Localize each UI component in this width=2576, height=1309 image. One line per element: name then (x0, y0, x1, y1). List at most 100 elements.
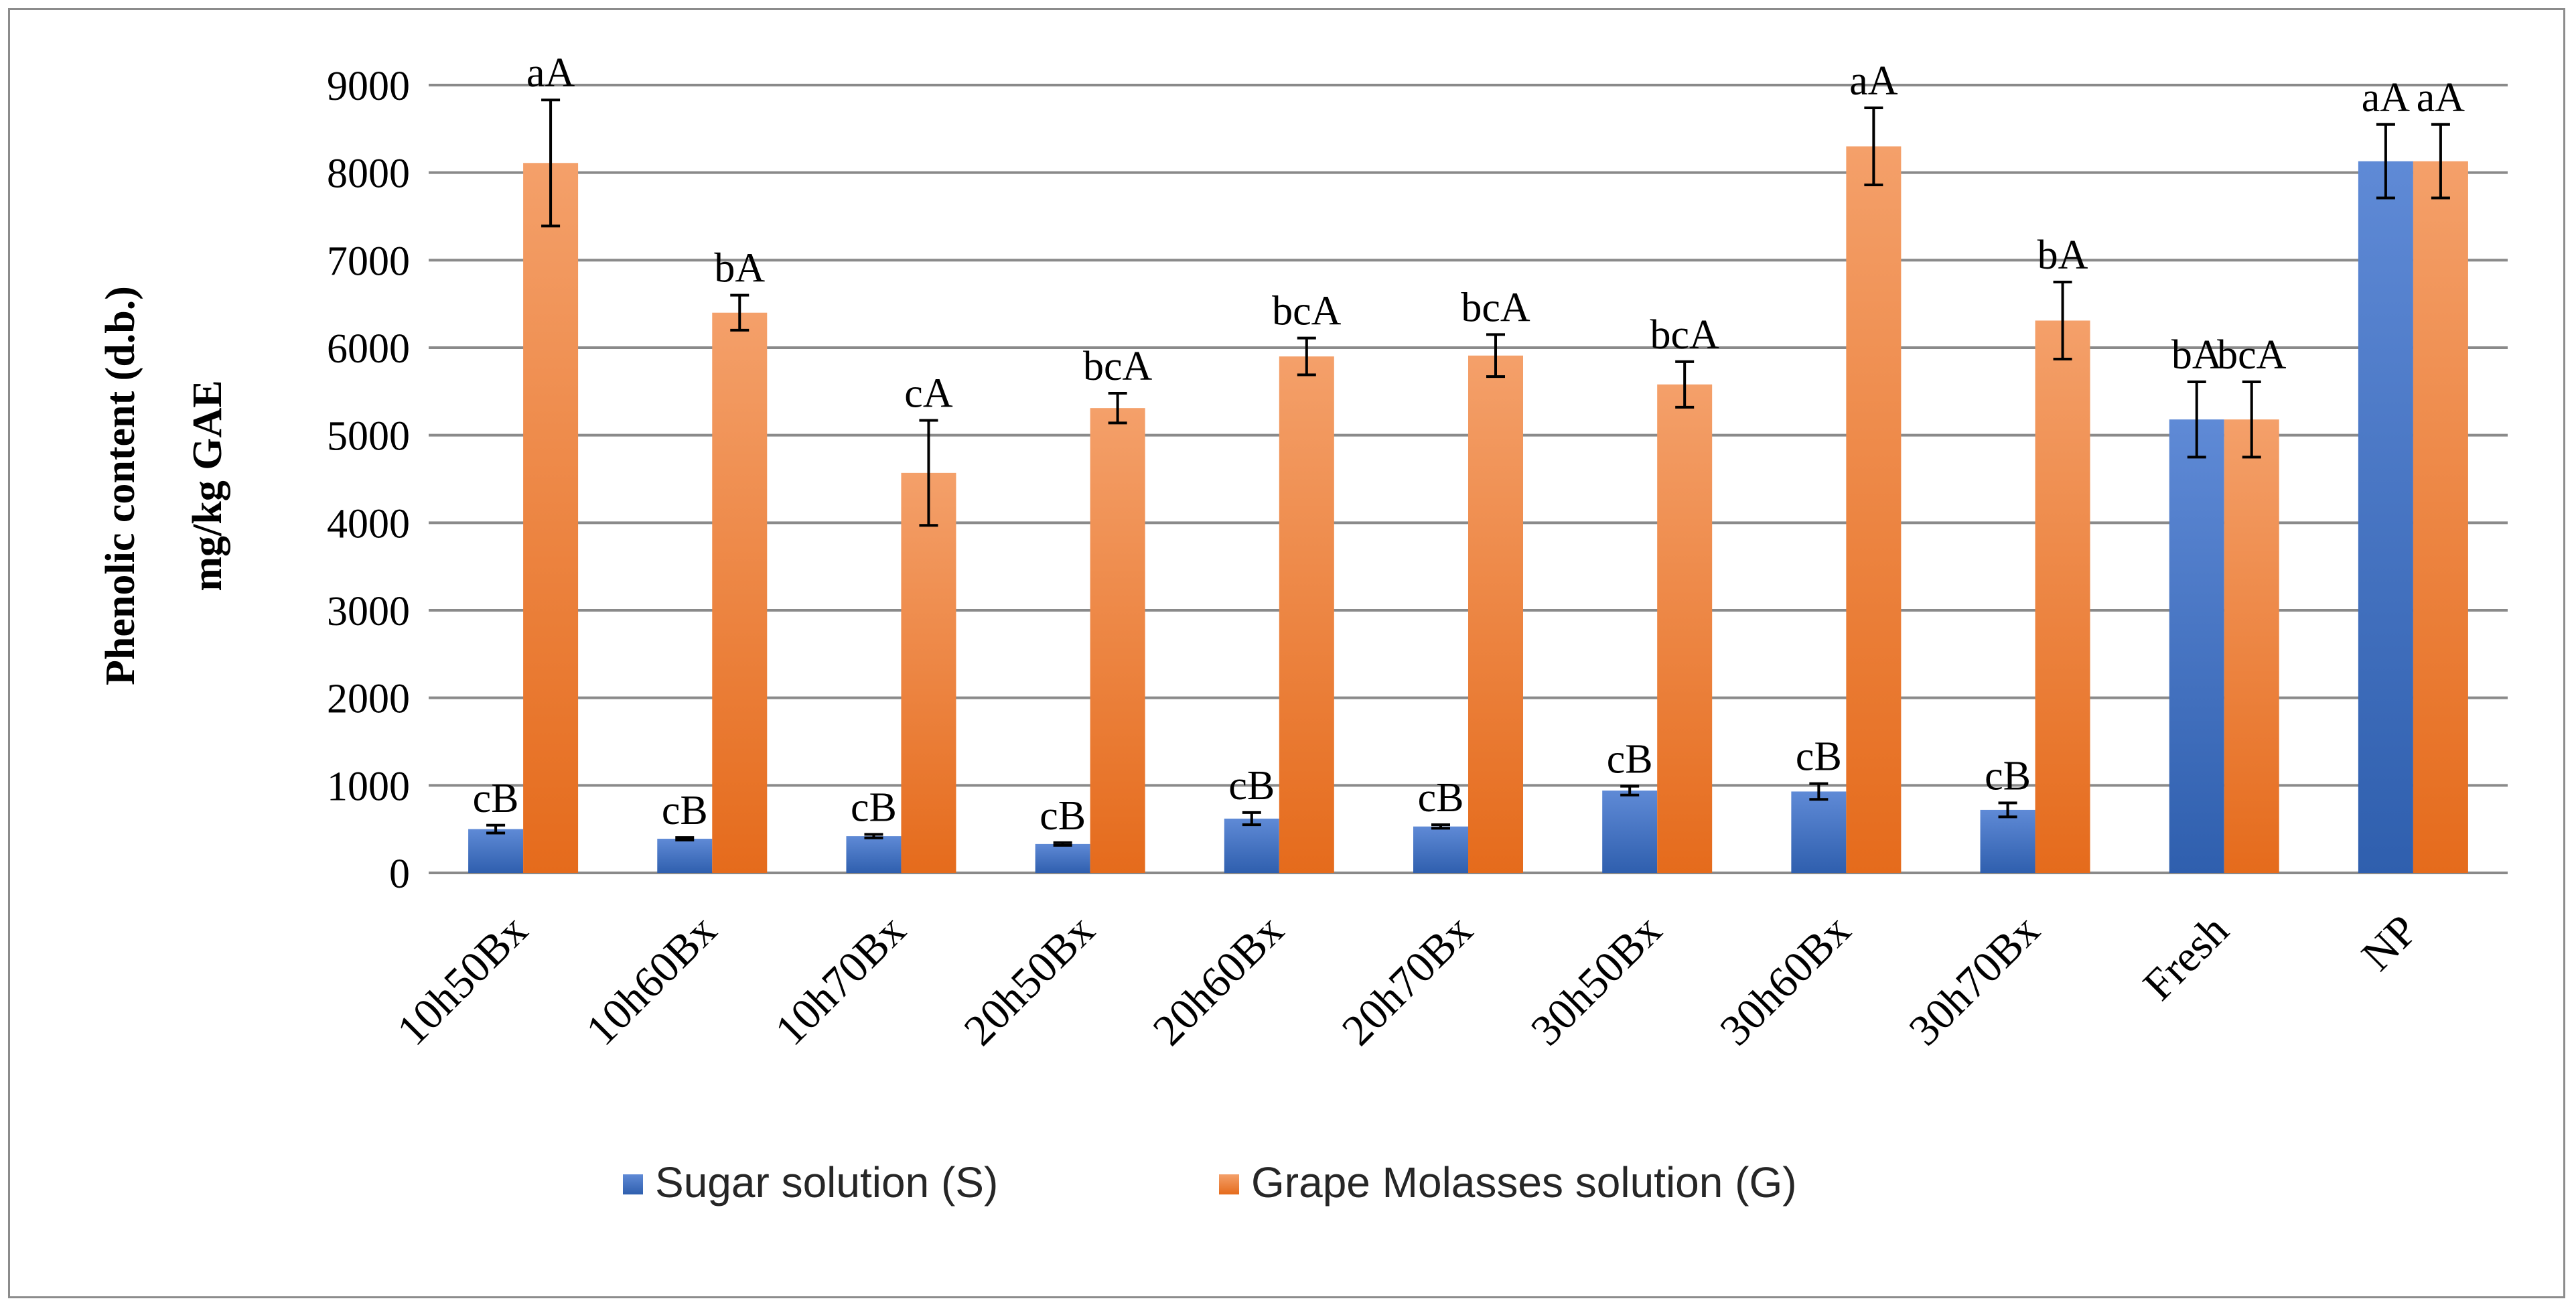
bar-grape-30h50Bx (1657, 384, 1713, 873)
significance-label: cB (851, 785, 897, 831)
x-tick-label: 10h60Bx (577, 906, 726, 1055)
significance-label: bA (714, 246, 765, 291)
legend-label: Sugar solution (S) (655, 1158, 998, 1207)
x-tick-labels: 10h50Bx 10h60Bx 10h70Bx 20h50Bx 20h60Bx 20h70… (388, 906, 2427, 1055)
gridlines (429, 84, 2508, 874)
bar-sugar-30h50Bx (1602, 790, 1658, 873)
x-tick-label: 20h70Bx (1333, 906, 1482, 1055)
significance-label: bcA (1461, 285, 1530, 330)
significance-label: cB (662, 788, 708, 833)
y-tick-label: 7000 (327, 238, 410, 284)
error-bar (1108, 391, 1127, 425)
x-tick-label: 20h60Bx (1144, 906, 1293, 1055)
bar-sugar-10h50Bx (468, 829, 524, 873)
error-bar (2431, 123, 2450, 200)
error-bar (730, 293, 749, 332)
y-tick-label: 3000 (327, 589, 410, 634)
error-bar (864, 833, 883, 839)
significance-label: cB (1040, 793, 1086, 839)
error-bar (1297, 336, 1316, 376)
x-tick-label: 30h50Bx (1522, 906, 1671, 1055)
bar-grape-20h50Bx (1090, 408, 1145, 873)
bar-sugar-NP (2358, 161, 2413, 874)
x-tick-label: 10h70Bx (766, 906, 915, 1055)
significance-label: cB (473, 776, 519, 821)
significance-label: bcA (2217, 332, 2287, 378)
y-tick-label: 5000 (327, 414, 410, 460)
significance-label: aA (2417, 75, 2465, 121)
x-tick-label: 20h50Bx (954, 906, 1104, 1055)
bar-sugar-30h60Bx (1791, 791, 1847, 873)
error-bar (1486, 333, 1505, 378)
error-bar (1242, 811, 1261, 827)
error-bar (1053, 841, 1072, 847)
bar-grape-10h70Bx (901, 472, 956, 873)
significance-label: aA (1849, 58, 1898, 104)
bar-sugar-Fresh (2169, 419, 2224, 873)
legend-item-sugar: Sugar solution (S) (623, 1158, 998, 1207)
bar-sugar-20h60Bx (1224, 818, 1279, 873)
x-tick-label: 30h60Bx (1711, 906, 1860, 1055)
x-tick-label: 10h50Bx (388, 906, 537, 1055)
error-bar (1809, 782, 1829, 801)
error-bar (675, 836, 695, 841)
x-tick-label: 30h70Bx (1900, 906, 2049, 1055)
bar-grape-NP (2413, 161, 2468, 874)
significance-label: aA (526, 50, 575, 96)
bar-sugar-10h70Bx (846, 836, 902, 873)
significance-label: cB (1228, 763, 1275, 809)
bar-grape-30h60Bx (1846, 146, 1902, 873)
bar-grape-10h60Bx (712, 312, 768, 873)
error-bar (1431, 823, 1450, 830)
bars (468, 146, 2468, 874)
bar-sugar-30h70Bx (1980, 809, 2035, 873)
legend-label: Grape Molasses solution (G) (1251, 1158, 1797, 1207)
y-tick-label: 2000 (327, 677, 410, 722)
error-bar (541, 98, 561, 228)
significance-label: bcA (1650, 312, 1720, 358)
error-bar (1998, 801, 2017, 819)
legend-swatch (1219, 1174, 1239, 1194)
error-bar (919, 419, 938, 527)
error-bar (1620, 784, 1640, 797)
error-bar (2187, 380, 2206, 459)
significance-label: cB (1607, 737, 1653, 782)
y-axis-label-line1: Phenolic content (d.b.) (98, 286, 143, 685)
y-tick-label: 4000 (327, 501, 410, 547)
significance-label: cB (1985, 753, 2031, 799)
error-bar (2053, 281, 2072, 360)
data-labels: cB aA cB bA cB cA cB bcA cB bcA cB bcA cB bcA cB aA cB bA… (473, 50, 2465, 839)
y-tick-label: 8000 (327, 151, 410, 197)
significance-label: bA (2171, 332, 2222, 378)
bar-grape-Fresh (2224, 419, 2279, 873)
bar-sugar-10h60Bx (657, 839, 713, 873)
error-bar (2242, 380, 2261, 459)
legend: Sugar solution (S) Grape Molasses solutio… (623, 1158, 1797, 1207)
significance-label: cB (1418, 775, 1464, 821)
significance-label: cB (1796, 734, 1842, 780)
error-bar (486, 823, 506, 835)
bar-sugar-20h50Bx (1035, 843, 1090, 873)
significance-label: cA (904, 370, 953, 416)
error-bar (1675, 360, 1695, 409)
bar-sugar-20h70Bx (1413, 826, 1468, 873)
y-axis-label-line2: mg/kg GAE (185, 380, 230, 591)
bar-grape-20h70Bx (1468, 355, 1523, 873)
y-tick-label: 9000 (327, 64, 410, 109)
x-tick-label: NP (2352, 906, 2427, 980)
legend-item-grape: Grape Molasses solution (G) (1219, 1158, 1797, 1207)
error-bar (1864, 106, 1883, 186)
y-tick-label: 1000 (327, 764, 410, 809)
significance-label: aA (2362, 75, 2411, 121)
significance-label: bcA (1272, 289, 1342, 334)
significance-label: bA (2037, 232, 2088, 278)
y-tick-label: 6000 (327, 326, 410, 372)
error-bar (2376, 123, 2395, 200)
x-tick-label: Fresh (2134, 906, 2238, 1010)
y-tick-labels: 0 1000 2000 3000 4000 5000 6000 7000 8000 9000 (327, 64, 410, 897)
legend-swatch (623, 1174, 643, 1194)
bar-grape-20h60Bx (1279, 356, 1334, 873)
bar-grape-10h50Bx (523, 163, 579, 873)
significance-label: bcA (1083, 344, 1153, 389)
